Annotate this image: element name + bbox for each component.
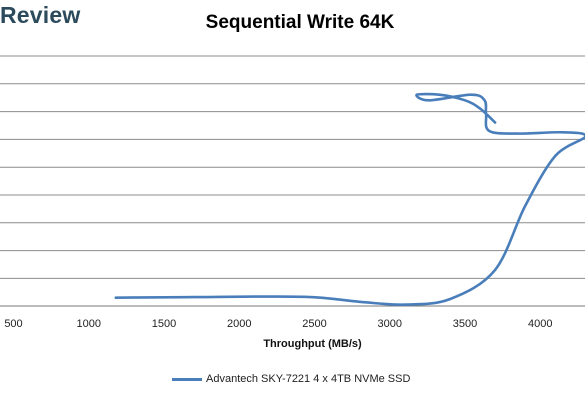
x-tick-label: 3500 — [452, 318, 478, 330]
brand-logo-text: Review — [0, 2, 81, 28]
series-line-0 — [114, 92, 585, 306]
legend-label: Advantech SKY-7221 4 x 4TB NVMe SSD — [206, 373, 411, 385]
x-tick-label: 500 — [4, 318, 23, 330]
x-axis-label: Throughput (MB/s) — [263, 338, 362, 350]
x-tick-label: 3000 — [377, 318, 403, 330]
chart-title: Sequential Write 64K — [205, 12, 395, 33]
x-tick-label: 4000 — [528, 318, 553, 330]
x-tick-label: 2500 — [302, 318, 327, 330]
x-tick-label: 1500 — [151, 318, 177, 330]
legend-swatch — [172, 377, 202, 381]
x-tick-label: 1000 — [76, 318, 102, 330]
x-tick-label: 2000 — [227, 318, 252, 330]
legend: Advantech SKY-7221 4 x 4TB NVMe SSD — [172, 373, 410, 385]
